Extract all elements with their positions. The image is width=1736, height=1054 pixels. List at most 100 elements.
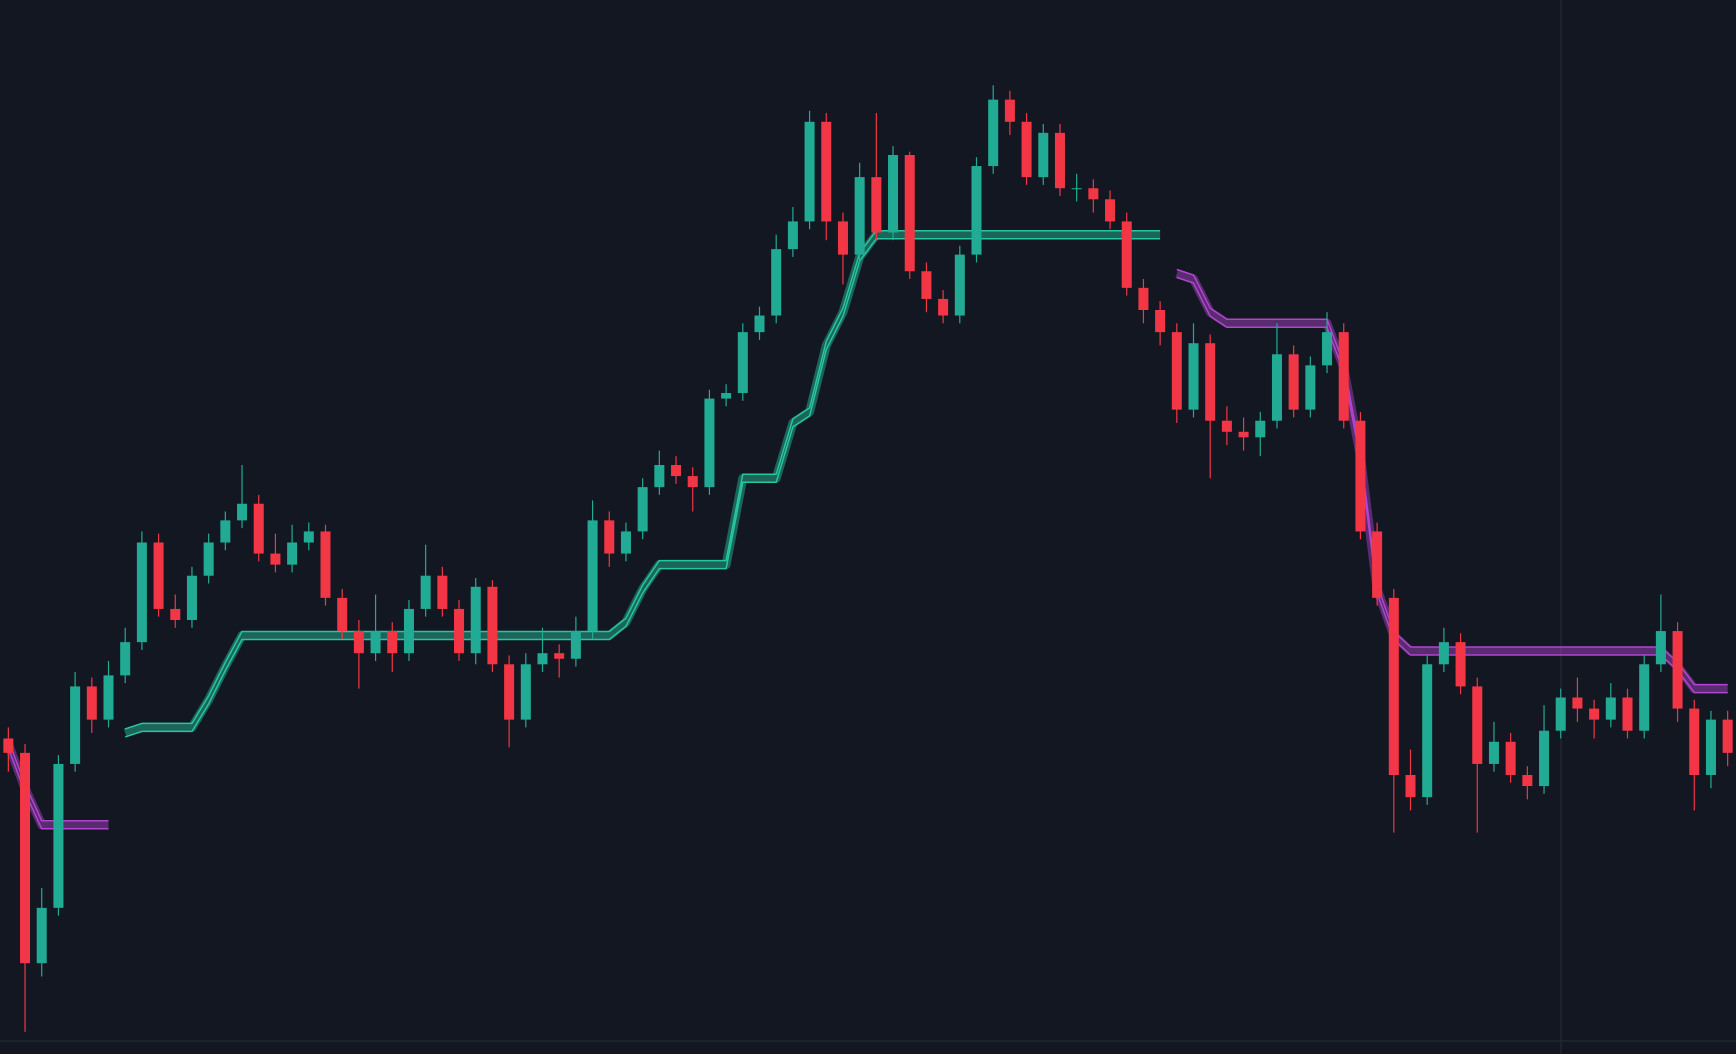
candle-body xyxy=(1255,420,1266,438)
candle-body xyxy=(387,631,398,654)
candle-body xyxy=(754,315,765,333)
candle-body xyxy=(1355,420,1366,532)
candle-body xyxy=(721,393,732,399)
candle-body xyxy=(487,586,498,665)
candle-body xyxy=(1689,708,1700,775)
candle-body xyxy=(671,465,682,477)
candle-body xyxy=(787,221,798,250)
candle-body xyxy=(1171,332,1182,410)
candle-body xyxy=(1488,741,1499,764)
stop-band-edge xyxy=(124,237,1161,738)
candle-body xyxy=(1505,741,1516,775)
candle-body xyxy=(1138,287,1149,310)
candle-body xyxy=(1672,631,1683,709)
candle-body xyxy=(1539,730,1550,787)
candle-body xyxy=(1338,332,1349,421)
candle-body xyxy=(854,177,865,255)
candle-body xyxy=(1322,332,1333,366)
candle-body xyxy=(86,686,97,720)
candles xyxy=(3,85,1733,1032)
candle-body xyxy=(737,332,748,394)
candle-body xyxy=(1705,719,1716,775)
candle-body xyxy=(1238,431,1249,438)
candle-body xyxy=(36,907,47,964)
candle-body xyxy=(1572,697,1583,709)
candle-body xyxy=(1121,221,1132,288)
candle-body xyxy=(1021,121,1032,178)
candle-body xyxy=(103,675,114,720)
candle-body xyxy=(1271,354,1282,421)
candle-body xyxy=(604,520,615,554)
candle-body xyxy=(587,520,598,632)
candle-body xyxy=(170,608,181,620)
candle-body xyxy=(470,586,481,654)
candle-body xyxy=(804,121,815,222)
candle-body xyxy=(287,542,298,565)
candle-body xyxy=(270,553,281,565)
candle-body xyxy=(988,99,999,167)
candle-body xyxy=(570,631,581,659)
candle-body xyxy=(954,254,965,316)
candle-body xyxy=(1388,597,1399,775)
candle-body xyxy=(353,631,364,654)
candle-body xyxy=(1405,775,1416,798)
candle-body xyxy=(1054,132,1065,189)
stop-band xyxy=(123,230,1161,738)
candle-body xyxy=(1622,697,1633,731)
candle-body xyxy=(3,738,14,753)
candle-body xyxy=(1071,188,1082,190)
candle-body xyxy=(1305,365,1316,410)
candle-body xyxy=(120,642,131,676)
candle-body xyxy=(337,597,348,632)
candle-body xyxy=(704,398,715,488)
candle-body xyxy=(1221,420,1232,432)
candle-body xyxy=(370,631,381,654)
candle-body xyxy=(136,542,147,643)
candle-body xyxy=(420,575,431,609)
candle-body xyxy=(654,465,665,488)
candle-body xyxy=(1205,343,1216,421)
candle-body xyxy=(1589,708,1600,720)
candle-body xyxy=(220,520,231,543)
candle-body xyxy=(921,271,932,299)
candle-body xyxy=(437,575,448,609)
candle-body xyxy=(454,608,465,654)
candle-body xyxy=(520,664,531,720)
candle-body xyxy=(203,542,214,576)
candle-body xyxy=(871,177,882,233)
candle-body xyxy=(320,531,331,598)
candle-body xyxy=(771,249,782,316)
candle-body xyxy=(1438,642,1449,665)
candle-body xyxy=(303,531,314,543)
candle-body xyxy=(1605,697,1616,720)
candle-body xyxy=(620,531,631,554)
candle-body xyxy=(1655,631,1666,665)
candle-body xyxy=(821,121,832,222)
candle-body xyxy=(687,476,698,488)
candle-body xyxy=(637,487,648,532)
candle-body xyxy=(888,155,899,233)
candle-body xyxy=(20,752,31,964)
candle-body xyxy=(971,166,982,255)
candle-body xyxy=(504,664,515,720)
candle-body xyxy=(1555,697,1566,731)
candle-body xyxy=(1004,99,1015,122)
candle-body xyxy=(1088,188,1099,200)
candle-body xyxy=(1288,354,1299,410)
candle-body xyxy=(554,653,565,659)
candle-body xyxy=(1522,775,1533,787)
candle-body xyxy=(1105,199,1116,222)
candle-body xyxy=(1455,642,1466,687)
candle-body xyxy=(70,686,81,764)
candle-body xyxy=(253,503,264,554)
candle-body xyxy=(403,608,414,654)
candle-body xyxy=(537,653,548,665)
candle-body xyxy=(938,298,949,316)
candle-body xyxy=(1639,664,1650,731)
candle-body xyxy=(1372,531,1383,598)
candle-body xyxy=(1038,132,1049,178)
candle-body xyxy=(1188,343,1199,410)
